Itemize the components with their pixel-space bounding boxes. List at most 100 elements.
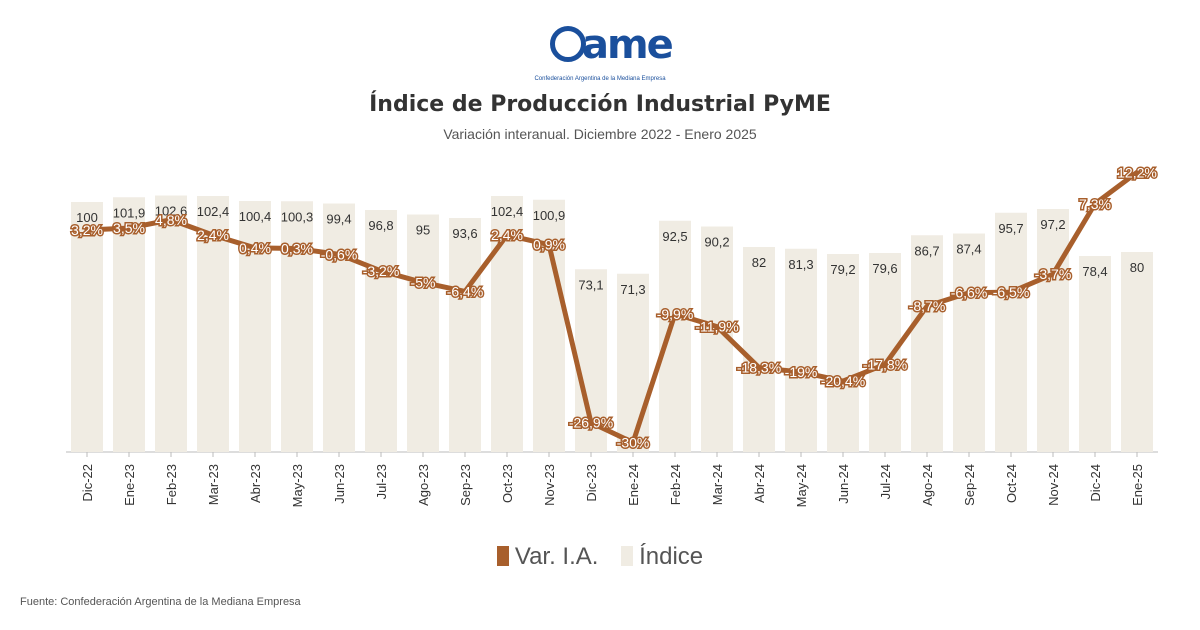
x-tick-label: Ago-24 — [920, 464, 935, 506]
var-ia-label: 3,2% — [71, 222, 103, 238]
bar-May-23 — [281, 201, 313, 452]
chart-title: Índice de Producción Industrial PyME — [369, 92, 831, 117]
bar-value-label: 78,4 — [1082, 264, 1107, 279]
var-ia-label: 2,4% — [197, 227, 229, 243]
x-tick-label: Nov-24 — [1046, 464, 1061, 506]
bar-Jun-23 — [323, 203, 355, 452]
legend-label-indice: Índice — [639, 543, 704, 570]
var-ia-label: -18,3% — [737, 360, 781, 376]
bar-value-label: 82 — [752, 255, 766, 270]
x-tick-label: Ene-23 — [122, 464, 137, 506]
x-tick-label: Abr-23 — [248, 464, 263, 503]
bar-Feb-23 — [155, 195, 187, 452]
bar-Nov-24 — [1037, 209, 1069, 452]
source-note: Fuente: Confederación Argentina de la Me… — [20, 596, 301, 608]
var-ia-label: 4,8% — [155, 212, 187, 228]
var-ia-label: 2,4% — [491, 227, 523, 243]
logo-subtitle: Confederación Argentina de la Mediana Em… — [534, 76, 666, 82]
x-tick-label: Sep-23 — [458, 464, 473, 506]
legend-item-var: Var. I.A. — [496, 543, 598, 571]
var-ia-label: 12,2% — [1117, 164, 1157, 180]
came-logo: ame Confederación Argentina de la Median… — [520, 18, 680, 90]
bar-value-label: 100,3 — [281, 209, 314, 224]
legend: Var. I.A. Índice — [0, 543, 1200, 571]
bar-value-label: 102,4 — [491, 204, 524, 219]
var-ia-label: 0,3% — [281, 241, 313, 257]
bar-Ene-23 — [113, 197, 145, 452]
var-ia-label: -3,7% — [1035, 266, 1072, 282]
x-tick-label: Feb-24 — [668, 464, 683, 505]
bar-value-label: 87,4 — [956, 242, 981, 257]
bar-value-label: 97,2 — [1040, 217, 1065, 232]
bar-value-label: 96,8 — [368, 218, 393, 233]
bar-Sep-23 — [449, 218, 481, 452]
chart-subtitle: Variación interanual. Diciembre 2022 - E… — [443, 126, 757, 142]
bar-value-label: 101,9 — [113, 205, 146, 220]
bar-value-label: 80 — [1130, 260, 1144, 275]
var-ia-label: -19% — [785, 364, 818, 380]
bar-Sep-24 — [953, 233, 985, 452]
var-ia-label: -8,7% — [909, 298, 946, 314]
bar-value-label: 100 — [76, 210, 98, 225]
var-ia-label: -6,5% — [993, 284, 1030, 300]
var-ia-label: -0,6% — [321, 246, 358, 262]
bar-value-label: 100,4 — [239, 209, 272, 224]
x-tick-label: Oct-23 — [500, 464, 515, 503]
x-tick-label: Jul-24 — [878, 464, 893, 499]
bar-value-label: 102,4 — [197, 204, 230, 219]
var-ia-label: -17,8% — [863, 356, 907, 372]
bar-value-label: 93,6 — [452, 226, 477, 241]
bar-value-label: 92,5 — [662, 229, 687, 244]
var-ia-label: 3,5% — [113, 220, 145, 236]
legend-item-indice: Índice — [621, 543, 703, 571]
logo-text: ame — [582, 22, 674, 68]
bar-value-label: 99,4 — [326, 212, 351, 227]
x-tick-label: Dic-23 — [584, 464, 599, 502]
bar-value-label: 100,9 — [533, 208, 566, 223]
bar-Abr-24 — [743, 247, 775, 452]
bar-Jul-23 — [365, 210, 397, 452]
x-tick-label: Sep-24 — [962, 464, 977, 506]
x-tick-label: Jun-23 — [332, 464, 347, 504]
x-tick-label: Jul-23 — [374, 464, 389, 499]
bar-value-label: 102,6 — [155, 204, 188, 219]
x-tick-label: Feb-23 — [164, 464, 179, 505]
var-ia-label: 0,4% — [239, 240, 271, 256]
var-ia-label: 0,9% — [533, 237, 565, 253]
var-ia-line — [84, 169, 1140, 445]
bar-Ene-25 — [1121, 252, 1153, 452]
x-tick-label: Ene-25 — [1130, 464, 1145, 506]
bar-value-label: 95 — [416, 223, 430, 238]
bar-value-label: 79,6 — [872, 261, 897, 276]
var-ia-label: -20,4% — [821, 373, 865, 389]
bar-Oct-24 — [995, 212, 1027, 452]
var-ia-label: -6,4% — [447, 283, 484, 299]
logo-wordmark: ame — [550, 22, 674, 68]
bar-Ago-24 — [911, 235, 943, 452]
bar-Ene-24 — [617, 273, 649, 452]
bar-value-label: 86,7 — [914, 243, 939, 258]
x-tick-label: Abr-24 — [752, 464, 767, 503]
x-tick-label: May-23 — [290, 464, 305, 507]
bar-Feb-24 — [659, 220, 691, 452]
x-tick-label: Ago-23 — [416, 464, 431, 506]
var-ia-label: -11,9% — [695, 319, 738, 335]
x-tick-label: Ene-24 — [626, 464, 641, 506]
legend-swatch-var — [496, 546, 509, 566]
bar-value-label: 71,3 — [620, 282, 645, 297]
var-ia-label: -9,9% — [657, 306, 694, 322]
var-ia-label: -30% — [617, 434, 650, 450]
bar-value-label: 90,2 — [704, 235, 729, 250]
bar-value-label: 79,2 — [830, 262, 855, 277]
bar-value-label: 81,3 — [788, 257, 813, 272]
x-tick-label: Mar-23 — [206, 464, 221, 505]
bar-value-label: 73,1 — [578, 277, 603, 292]
bar-Ago-23 — [407, 214, 439, 452]
x-tick-label: Oct-24 — [1004, 464, 1019, 503]
bar-value-label: 95,7 — [998, 221, 1023, 236]
bar-May-24 — [785, 248, 817, 452]
x-tick-label: May-24 — [794, 464, 809, 507]
legend-swatch-indice — [621, 546, 634, 566]
